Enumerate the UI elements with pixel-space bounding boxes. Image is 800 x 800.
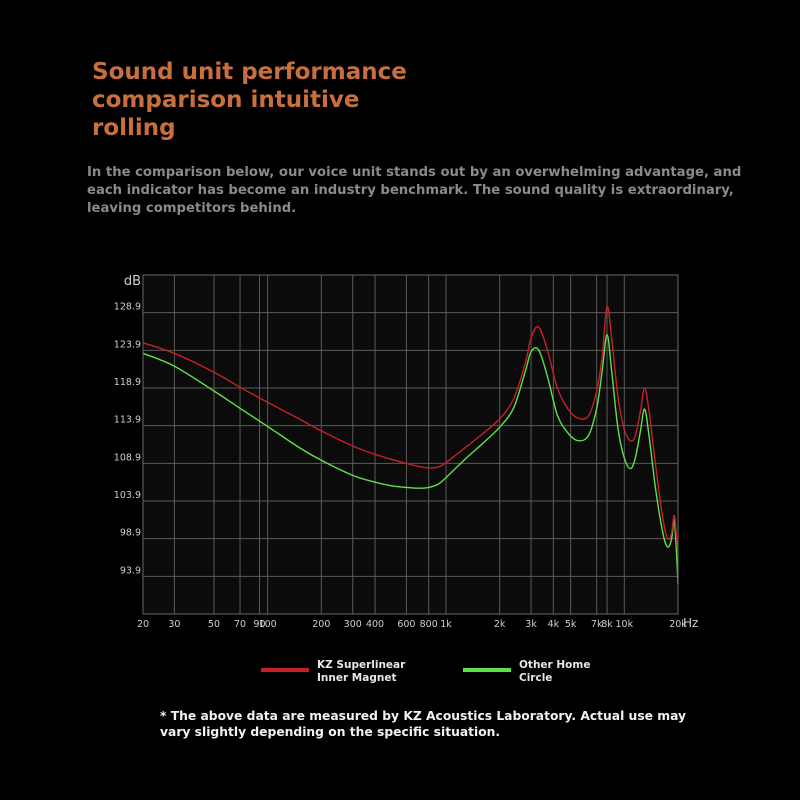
x-tick-label: 30	[168, 619, 180, 630]
y-tick-label: 123.9	[114, 339, 141, 350]
x-tick-label: 7k	[591, 619, 603, 630]
legend-item-other: Other Home Circle	[463, 659, 599, 685]
legend-swatch-kz	[261, 668, 309, 672]
y-tick-label: 98.9	[120, 528, 141, 539]
x-tick-label: 200	[312, 619, 330, 630]
x-tick-label: 800	[420, 619, 438, 630]
legend-swatch-other	[463, 668, 511, 672]
legend-label-other: Other Home Circle	[519, 659, 591, 684]
x-tick-label: 50	[208, 619, 220, 630]
x-tick-label: 20	[137, 619, 149, 630]
x-tick-label: 4k	[548, 619, 560, 630]
x-tick-label: 90	[253, 619, 265, 630]
x-tick-label: 5k	[565, 619, 577, 630]
x-tick-label: 20k	[669, 619, 687, 630]
page-subtitle: In the comparison below, our voice unit …	[87, 165, 742, 216]
plot-border	[142, 274, 679, 615]
x-tick-label: 1k	[440, 619, 452, 630]
legend-item-kz: KZ Superlinear Inner Magnet	[261, 659, 437, 685]
y-tick-label: 113.9	[114, 415, 141, 426]
footnote: * The above data are measured by KZ Acou…	[160, 709, 687, 739]
x-tick-label: 2k	[494, 619, 506, 630]
x-tick-label: 3k	[525, 619, 537, 630]
x-axis-label: Hz	[683, 616, 698, 630]
series-line-other	[142, 333, 679, 584]
x-tick-label: 10k	[616, 619, 634, 630]
y-tick-label: 128.9	[114, 302, 141, 313]
series-lines	[142, 305, 679, 584]
x-tick-label: 600	[397, 619, 415, 630]
y-tick-label: 93.9	[120, 565, 141, 576]
x-tick-label: 8k	[601, 619, 613, 630]
grid	[143, 275, 678, 614]
y-tick-label: 108.9	[114, 452, 141, 463]
x-tick-label: 100	[259, 619, 277, 630]
y-axis-label: dB	[124, 274, 141, 289]
page-title: Sound unit performance comparison intuit…	[92, 59, 407, 141]
x-tick-label: 70	[234, 619, 246, 630]
plot-background	[143, 275, 678, 614]
y-tick-label: 118.9	[114, 377, 141, 388]
y-tick-label: 103.9	[114, 490, 141, 501]
legend-label-kz: KZ Superlinear Inner Magnet	[317, 659, 406, 684]
x-tick-label: 400	[366, 619, 384, 630]
series-line-kz	[142, 305, 679, 557]
x-tick-label: 300	[344, 619, 362, 630]
